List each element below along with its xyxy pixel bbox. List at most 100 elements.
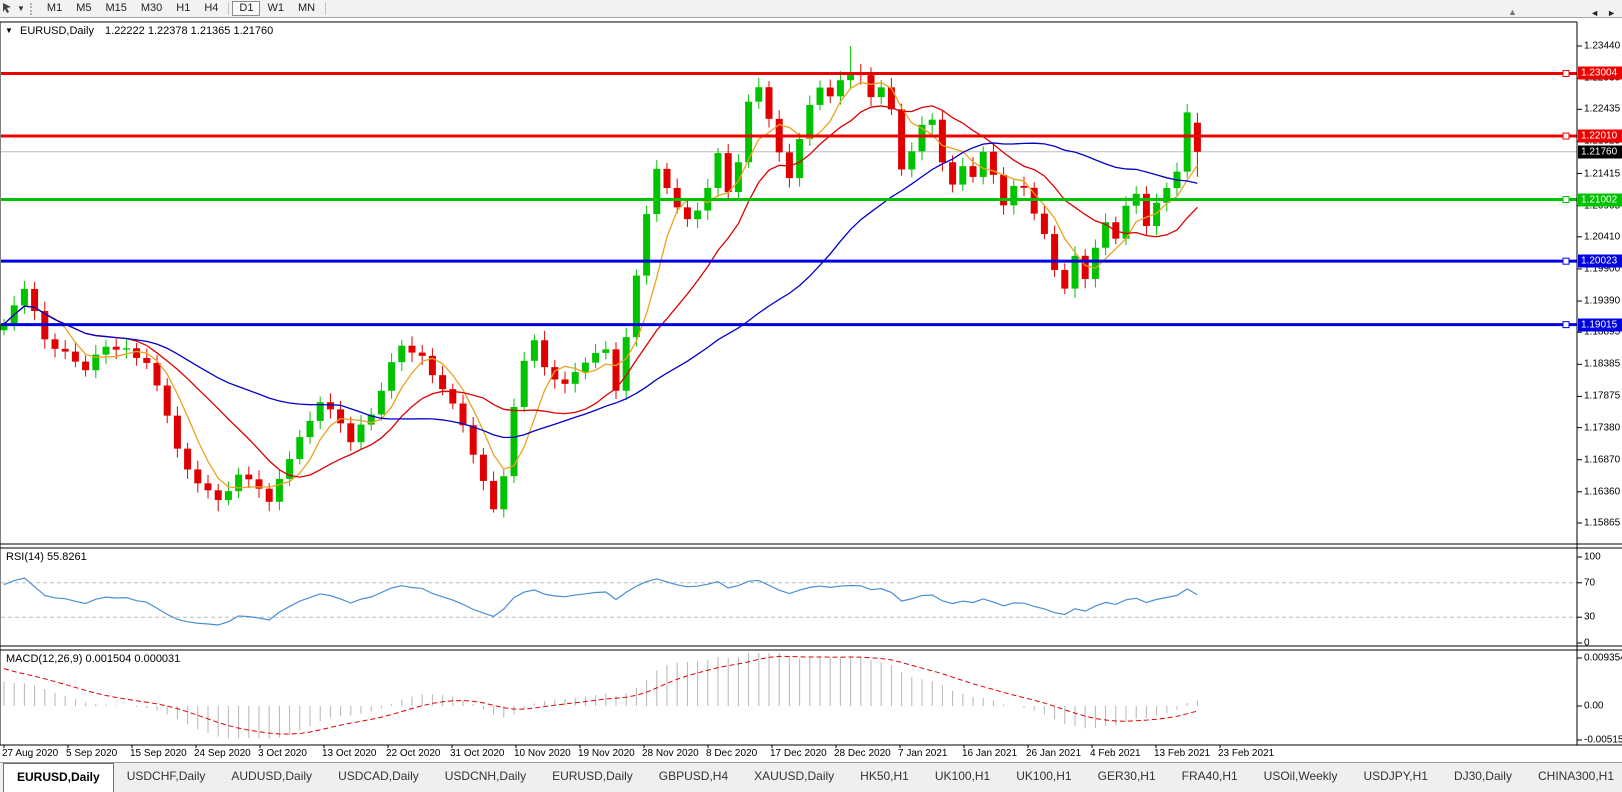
chart-tab-usoil-weekly[interactable]: USOil,Weekly [1263,769,1338,783]
ma-line-fast [3,81,1198,489]
chart-tab-hk50-h1[interactable]: HK50,H1 [860,769,909,783]
date-label: 8 Dec 2020 [706,748,758,759]
candle-body [1102,222,1110,248]
price-tick-label: 1.17875 [1584,390,1621,402]
candle-body [102,346,110,355]
candle-body [592,352,600,363]
chart-tab-usdcad-daily[interactable]: USDCAD,Daily [338,769,419,783]
timeframe-button-m15[interactable]: M15 [105,2,127,14]
candle-body [520,360,528,407]
line-anchor-marker[interactable] [1562,69,1570,77]
line-anchor-marker[interactable] [1562,321,1570,329]
cursor-icon[interactable] [2,2,16,15]
candle-body [347,423,355,443]
candle-body [530,340,538,361]
chart-tab-usdcnh-daily[interactable]: USDCNH,Daily [444,769,527,783]
price-badge: 1.23004 [1578,66,1622,80]
candle-body [357,424,365,443]
candle-body [643,214,651,276]
candle-body [785,152,793,179]
chart-tab-uk100-h1[interactable]: UK100,H1 [1016,769,1072,783]
chart-title: ▼ EURUSD,Daily 1.22222 1.22378 1.21365 1… [5,25,273,37]
date-label: 13 Oct 2020 [322,748,377,759]
timeframe-button-m1[interactable]: M1 [46,2,63,14]
candle-body [1020,185,1028,188]
chart-tab-fra40-h1[interactable]: FRA40,H1 [1181,769,1238,783]
tab-scroll-left-icon[interactable]: ◄ [1590,8,1600,18]
chart-tab-usdjpy-h1[interactable]: USDJPY,H1 [1363,769,1428,783]
chart-tab-eurusd-daily[interactable]: EURUSD,Daily [3,763,114,792]
candle-body [887,87,895,110]
candle-body [653,168,661,215]
timeframe-button-h1[interactable]: H1 [176,2,191,14]
candle-body [622,337,630,391]
timeframe-button-m30[interactable]: M30 [140,2,163,14]
tab-scroll-right-icon[interactable]: ► [1607,8,1616,18]
chart-tab-bar: EURUSD,Daily USDCHF,Daily AUDUSD,Daily USDC… [0,762,1622,792]
timeframe-buttons: M1 M5 M15 M30 H1 H4 D1 W1 MN [40,1,329,16]
candle-body [602,349,610,353]
candle-body [0,323,8,331]
candle-body [224,491,232,501]
chart-tab-xauusd-daily[interactable]: XAUUSD,Daily [754,769,835,783]
line-anchor-marker[interactable] [1562,196,1570,204]
line-anchor-marker[interactable] [1562,132,1570,140]
candle-body [806,104,814,140]
candle-body [235,474,243,492]
chart-tab-eurusd-daily[interactable]: EURUSD,Daily [552,769,633,783]
price-tick-label: 1.18895 [1584,326,1621,338]
candle-body [908,151,916,170]
candle-body [959,166,967,185]
rsi-tick-label: 100 [1584,551,1601,563]
chart-tab-ger30-h1[interactable]: GER30,H1 [1097,769,1156,783]
chart-tab-usdchf-daily[interactable]: USDCHF,Daily [126,769,206,783]
timeframe-button-m5[interactable]: M5 [76,2,92,14]
price-badge: 1.21002 [1578,193,1622,207]
tab-scroll-buttons: ◄ ► [1586,8,1620,18]
candle-body [398,345,406,363]
timeframe-button-h4[interactable]: H4 [204,2,219,14]
candle-body [326,402,334,410]
candle-body [388,362,396,391]
chart-tab-china300-h1[interactable]: CHINA300,H1 [1537,769,1615,783]
chart-tab-gbpusd-h4[interactable]: GBPUSD,H4 [658,769,729,783]
candle-body [898,109,906,170]
date-label: 16 Jan 2021 [962,748,1018,759]
candle-body [724,153,732,193]
macd-tick-label: -0.005156 [1584,734,1622,746]
timeframe-button-d1[interactable]: D1 [232,1,261,16]
collapse-chart-icon[interactable]: ▼ [5,26,13,35]
candle-body [122,348,130,350]
candle-body [1051,234,1059,270]
chart-tab-uk100-h1[interactable]: UK100,H1 [934,769,991,783]
dropdown-caret-icon[interactable]: ▼ [17,4,25,13]
toolbar-grip[interactable] [29,2,36,15]
candle-body [551,367,559,380]
date-label: 28 Nov 2020 [642,748,699,759]
chart-tab-audusd-daily[interactable]: AUDUSD,Daily [231,769,313,783]
line-anchor-marker[interactable] [1562,257,1570,265]
candle-body [1122,205,1130,239]
scroll-up-icon[interactable]: ▲ [1508,7,1517,17]
price-tick-label: 1.19390 [1584,295,1621,307]
candle-body [20,288,28,306]
timeframe-button-mn[interactable]: MN [297,2,316,14]
macd-tick-label: 0.00 [1584,700,1604,712]
toolbar-separator [325,2,327,15]
timeframe-button-w1[interactable]: W1 [267,2,284,14]
candle-body [938,119,946,163]
price-tick-label: 1.16870 [1584,454,1621,466]
candle-body [796,139,804,179]
price-tick-label: 1.18385 [1584,358,1621,370]
date-label: 7 Jan 2021 [898,748,948,759]
price-badge: 1.20023 [1578,254,1622,268]
candle-body [316,402,324,421]
candle-body [428,355,436,376]
date-label: 10 Nov 2020 [514,748,571,759]
candle-body [449,389,457,404]
chart-tab-dj30-daily[interactable]: DJ30,Daily [1453,769,1512,783]
candle-body [1061,269,1069,289]
timeframe-toolbar: ▼ M1 M5 M15 M30 H1 H4 D1 W1 MN [0,0,1622,18]
